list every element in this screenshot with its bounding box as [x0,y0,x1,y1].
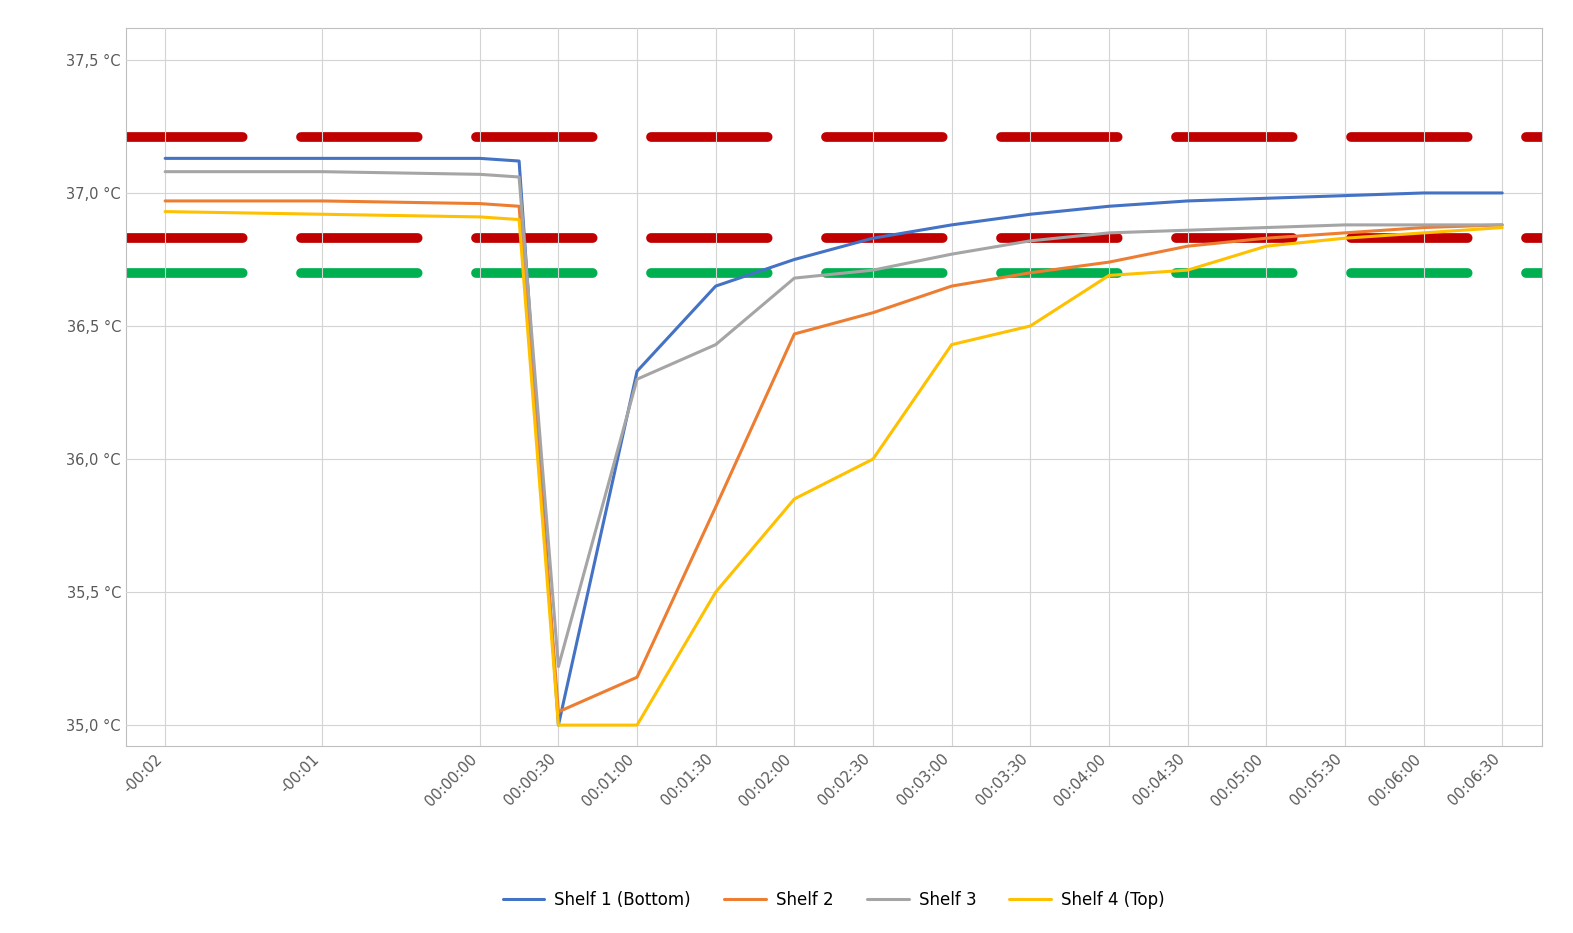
Shelf 1 (Bottom) [156,153,175,164]
Shelf 4 (Top) [1335,232,1354,244]
Shelf 2 [156,195,175,206]
Shelf 3 [1335,219,1354,230]
Shelf 4 (Top) [1493,222,1512,233]
Shelf 4 (Top) [628,719,647,731]
Shelf 2 [1257,232,1276,244]
Shelf 1 (Bottom) [1021,209,1040,220]
Shelf 4 (Top) [942,339,961,350]
Shelf 3 [785,272,804,284]
Shelf 2 [1414,222,1433,233]
Line: Shelf 3: Shelf 3 [165,172,1502,666]
Shelf 3 [470,169,489,180]
Shelf 1 (Bottom) [1257,193,1276,204]
Shelf 3 [1414,219,1433,230]
Shelf 2 [1178,241,1197,252]
Shelf 4 (Top) [1414,228,1433,239]
Shelf 3 [1021,235,1040,246]
Line: Shelf 2: Shelf 2 [165,201,1502,712]
Shelf 1 (Bottom) [942,219,961,230]
Shelf 1 (Bottom) [470,153,489,164]
Shelf 4 (Top) [549,719,568,731]
Shelf 2 [549,706,568,717]
Shelf 2 [864,307,882,318]
Shelf 3 [628,373,647,384]
Shelf 2 [1335,228,1354,239]
Line: Shelf 4 (Top): Shelf 4 (Top) [165,212,1502,725]
Shelf 1 (Bottom) [1100,201,1118,212]
Shelf 3 [156,166,175,177]
Shelf 2 [510,201,529,212]
Shelf 3 [1257,222,1276,233]
Shelf 2 [470,198,489,209]
Shelf 3 [313,166,332,177]
Shelf 1 (Bottom) [549,719,568,731]
Shelf 4 (Top) [864,453,882,465]
Shelf 3 [1100,228,1118,239]
Shelf 4 (Top) [313,209,332,220]
Shelf 4 (Top) [510,214,529,225]
Shelf 1 (Bottom) [1414,188,1433,199]
Shelf 4 (Top) [156,206,175,217]
Shelf 3 [942,248,961,259]
Shelf 2 [942,281,961,292]
Shelf 1 (Bottom) [1178,195,1197,206]
Shelf 1 (Bottom) [510,156,529,167]
Legend: Shelf 1 (Bottom), Shelf 2, Shelf 3, Shelf 4 (Top): Shelf 1 (Bottom), Shelf 2, Shelf 3, Shel… [495,884,1172,915]
Shelf 3 [549,661,568,672]
Shelf 2 [1100,257,1118,268]
Shelf 2 [1021,267,1040,278]
Shelf 2 [628,672,647,683]
Shelf 4 (Top) [785,494,804,505]
Shelf 1 (Bottom) [1335,190,1354,202]
Shelf 4 (Top) [1178,265,1197,276]
Shelf 4 (Top) [1021,320,1040,331]
Shelf 1 (Bottom) [706,281,725,292]
Shelf 4 (Top) [1100,270,1118,281]
Shelf 4 (Top) [470,211,489,222]
Shelf 4 (Top) [706,587,725,598]
Shelf 1 (Bottom) [313,153,332,164]
Shelf 3 [1178,225,1197,236]
Shelf 3 [510,172,529,183]
Shelf 1 (Bottom) [628,366,647,377]
Shelf 3 [706,339,725,350]
Shelf 1 (Bottom) [864,232,882,244]
Shelf 2 [1493,219,1512,230]
Shelf 2 [313,195,332,206]
Line: Shelf 1 (Bottom): Shelf 1 (Bottom) [165,159,1502,725]
Shelf 2 [706,501,725,512]
Shelf 3 [1493,219,1512,230]
Shelf 1 (Bottom) [1493,188,1512,199]
Shelf 2 [785,328,804,340]
Shelf 1 (Bottom) [785,254,804,265]
Shelf 3 [864,265,882,276]
Shelf 4 (Top) [1257,241,1276,252]
